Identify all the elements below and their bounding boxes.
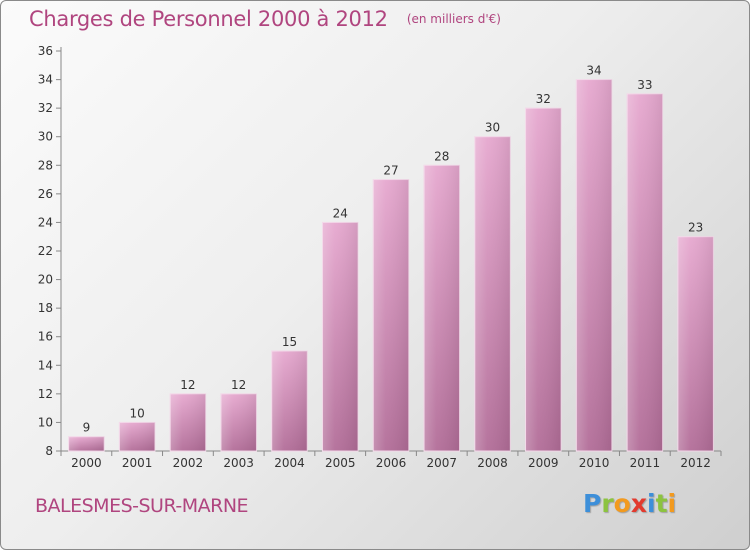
brand-letter: o — [613, 489, 631, 518]
y-tick-label: 18 — [38, 301, 53, 315]
brand-letter: t — [655, 489, 668, 518]
bar-sheen-2010 — [576, 79, 612, 452]
y-tick-label: 8 — [45, 444, 53, 458]
bar-sheen-2003 — [220, 393, 257, 451]
y-tick-label: 24 — [38, 215, 53, 229]
data-label-2007: 28 — [434, 149, 449, 163]
y-tick-label: 28 — [38, 158, 53, 172]
y-tick-label: 32 — [38, 101, 53, 115]
x-tick-label: 2005 — [325, 456, 356, 470]
data-label-2002: 12 — [180, 378, 195, 392]
y-tick-label: 26 — [38, 187, 53, 201]
x-tick-label: 2003 — [223, 456, 254, 470]
y-tick-label: 12 — [38, 387, 53, 401]
bar-sheen-2009 — [525, 108, 562, 452]
data-label-2005: 24 — [333, 206, 348, 220]
data-label-2001: 10 — [130, 406, 145, 420]
brand-letter: i — [647, 489, 656, 518]
data-label-2003: 12 — [231, 378, 246, 392]
y-tick-label: 34 — [38, 73, 53, 87]
axes: 8 10 12 14 16 18 20 22 24 26 28 30 32 34 36 2000 2001 200… — [38, 44, 722, 470]
x-tick-label: 2006 — [376, 456, 407, 470]
bar-sheen-2002 — [170, 393, 206, 451]
x-tick-label: 2001 — [122, 456, 153, 470]
chart-title: Charges de Personnel 2000 à 2012 — [29, 7, 388, 31]
x-tick-label: 2009 — [528, 456, 559, 470]
x-tick-label: 2011 — [630, 456, 661, 470]
brand-letter: x — [630, 489, 647, 518]
y-tick-label: 20 — [38, 273, 53, 287]
bar-sheen-2012 — [677, 236, 714, 451]
chart-subtitle: (en milliers d'€) — [406, 12, 501, 26]
x-tick-label: 2012 — [680, 456, 711, 470]
bar-sheen-2008 — [474, 136, 511, 451]
data-labels: 9 10 12 12 15 24 27 28 30 32 34 33 23 — [83, 64, 704, 435]
title-row: Charges de Personnel 2000 à 2012 (en mil… — [29, 7, 501, 31]
y-tick-label: 30 — [38, 130, 53, 144]
bar-sheen-2011 — [627, 93, 663, 451]
x-tick-label: 2008 — [477, 456, 508, 470]
bar-sheen-2001 — [119, 422, 155, 451]
data-label-2012: 23 — [688, 221, 703, 235]
bar-sheen-2000 — [68, 436, 105, 451]
bar-sheen-2006 — [373, 179, 409, 452]
brand-logo: Proxiti — [583, 489, 676, 518]
commune-name: BALESMES-SUR-MARNE — [35, 495, 249, 517]
bars — [68, 79, 714, 452]
brand-letter: r — [601, 489, 614, 518]
x-tick-label: 2004 — [274, 456, 305, 470]
bar-sheen-2004 — [271, 351, 308, 451]
data-label-2010: 34 — [586, 64, 601, 78]
x-tick-label: 2000 — [71, 456, 102, 470]
x-tick-label: 2007 — [426, 456, 457, 470]
x-tick-label: 2002 — [173, 456, 204, 470]
brand-letter: i — [667, 489, 677, 518]
x-tick-label: 2010 — [579, 456, 610, 470]
y-tick-label: 36 — [38, 44, 53, 58]
y-tick-label: 22 — [38, 244, 53, 258]
bar-sheen-2005 — [322, 222, 358, 451]
y-tick-label: 16 — [38, 330, 53, 344]
data-label-2008: 30 — [485, 121, 500, 135]
data-label-2006: 27 — [383, 164, 398, 178]
data-label-2000: 9 — [83, 421, 91, 435]
data-label-2009: 32 — [536, 92, 551, 106]
y-tick-label: 14 — [38, 358, 53, 372]
bar-sheen-2007 — [424, 165, 460, 452]
data-label-2011: 33 — [637, 78, 652, 92]
data-label-2004: 15 — [282, 335, 297, 349]
y-tick-label: 10 — [38, 415, 53, 429]
brand-letter: P — [583, 489, 602, 518]
